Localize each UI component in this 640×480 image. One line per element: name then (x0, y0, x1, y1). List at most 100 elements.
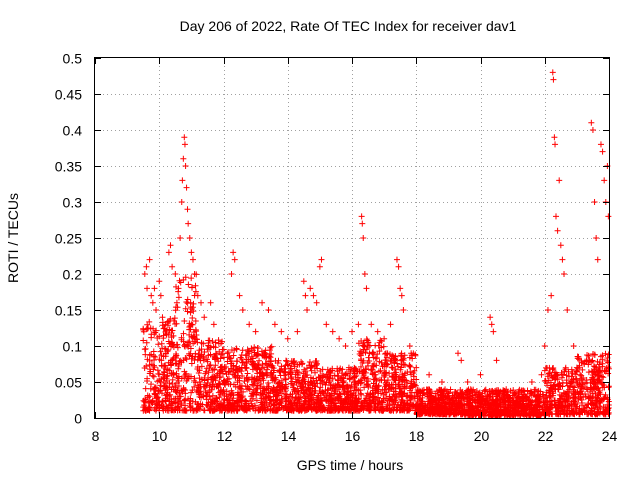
data-point (191, 383, 198, 390)
data-point (533, 403, 540, 410)
data-point (243, 400, 250, 407)
data-point (265, 393, 272, 400)
data-point (244, 370, 251, 377)
data-point (163, 327, 170, 334)
data-point (273, 401, 280, 408)
data-point (180, 384, 187, 391)
data-point (494, 397, 501, 404)
data-point (392, 388, 399, 395)
data-point (288, 373, 295, 380)
data-point (216, 370, 223, 377)
data-point (376, 358, 383, 365)
data-point (189, 334, 196, 341)
data-point (142, 385, 149, 392)
data-point (319, 404, 326, 411)
data-point (409, 403, 416, 410)
data-point (304, 307, 311, 313)
data-point (162, 395, 169, 402)
data-point (159, 371, 166, 378)
data-point (479, 397, 486, 404)
data-point (150, 353, 157, 360)
data-point (234, 389, 241, 396)
data-point (151, 385, 158, 392)
data-point (195, 389, 202, 396)
data-point (261, 387, 268, 394)
data-point (190, 340, 197, 347)
x-tick-labels: 8 10 12 14 16 18 20 22 24 (92, 428, 618, 444)
data-point (366, 397, 373, 404)
data-point (509, 405, 516, 412)
data-point (535, 412, 542, 419)
data-point (187, 397, 194, 404)
data-point (447, 406, 454, 413)
data-point (524, 387, 531, 394)
data-point (256, 376, 263, 383)
data-point (358, 391, 365, 398)
data-point (495, 387, 502, 394)
data-point (282, 405, 289, 412)
chart-title: Day 206 of 2022, Rate Of TEC Index for r… (180, 18, 517, 34)
data-point (491, 408, 498, 415)
data-point (234, 358, 241, 365)
data-point (407, 397, 414, 404)
data-point (174, 344, 181, 351)
data-point (160, 335, 167, 342)
data-point (142, 345, 149, 352)
data-point (358, 405, 365, 412)
data-point (336, 406, 343, 413)
data-point (322, 381, 329, 388)
data-point (475, 408, 482, 415)
data-point (422, 409, 429, 416)
data-point (207, 351, 214, 358)
data-point (156, 387, 163, 394)
data-point (307, 285, 314, 292)
data-point (515, 390, 522, 397)
data-point (395, 263, 402, 270)
data-point (234, 391, 241, 398)
data-point (458, 390, 465, 397)
data-point (445, 409, 452, 416)
data-point (387, 321, 394, 328)
y-tick-label: 0.45 (55, 87, 82, 103)
data-point (308, 367, 315, 374)
data-point (187, 309, 194, 316)
data-point (368, 321, 375, 328)
data-point (157, 348, 164, 355)
data-point (502, 410, 509, 417)
x-tick-label: 12 (217, 428, 233, 444)
data-point (209, 381, 216, 388)
data-point (141, 271, 148, 277)
data-point (243, 365, 250, 372)
data-point (185, 220, 192, 227)
data-point (467, 399, 474, 406)
data-point (374, 400, 381, 407)
data-point (306, 401, 313, 408)
data-point (150, 366, 157, 373)
data-point (194, 364, 201, 371)
data-point (163, 392, 170, 399)
data-point (183, 377, 190, 384)
data-point (221, 363, 228, 370)
data-point (212, 400, 219, 407)
data-point (282, 376, 289, 383)
y-axis-label: ROTI / TECUs (5, 193, 21, 283)
data-point (366, 350, 373, 357)
data-point (185, 281, 192, 288)
data-point (490, 389, 497, 396)
data-point (351, 364, 358, 371)
data-point (167, 242, 174, 249)
data-point (231, 347, 238, 354)
data-point (399, 356, 406, 363)
data-point (250, 405, 257, 412)
data-point (163, 375, 170, 382)
data-point (165, 407, 172, 414)
data-point (204, 402, 211, 409)
data-point (223, 388, 230, 395)
data-point (365, 407, 372, 414)
data-point (189, 314, 196, 321)
data-point (204, 380, 211, 387)
data-point (313, 361, 320, 368)
data-point (365, 354, 372, 361)
data-point (375, 388, 382, 395)
data-point (243, 386, 250, 393)
